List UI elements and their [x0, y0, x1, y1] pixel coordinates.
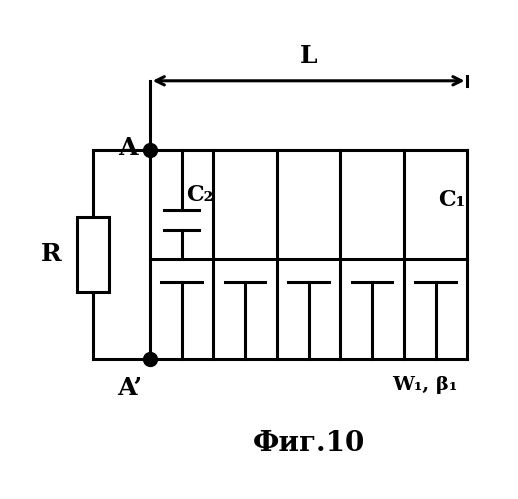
Text: W₁, β₁: W₁, β₁: [392, 376, 457, 394]
Text: A’: A’: [117, 376, 142, 400]
Text: C₂: C₂: [186, 184, 214, 206]
Text: L: L: [300, 44, 318, 68]
Bar: [77, 217, 109, 292]
Text: R: R: [41, 243, 62, 266]
Text: A: A: [118, 136, 137, 160]
Text: C₁: C₁: [438, 189, 466, 211]
Text: Фиг.10: Фиг.10: [252, 430, 365, 457]
